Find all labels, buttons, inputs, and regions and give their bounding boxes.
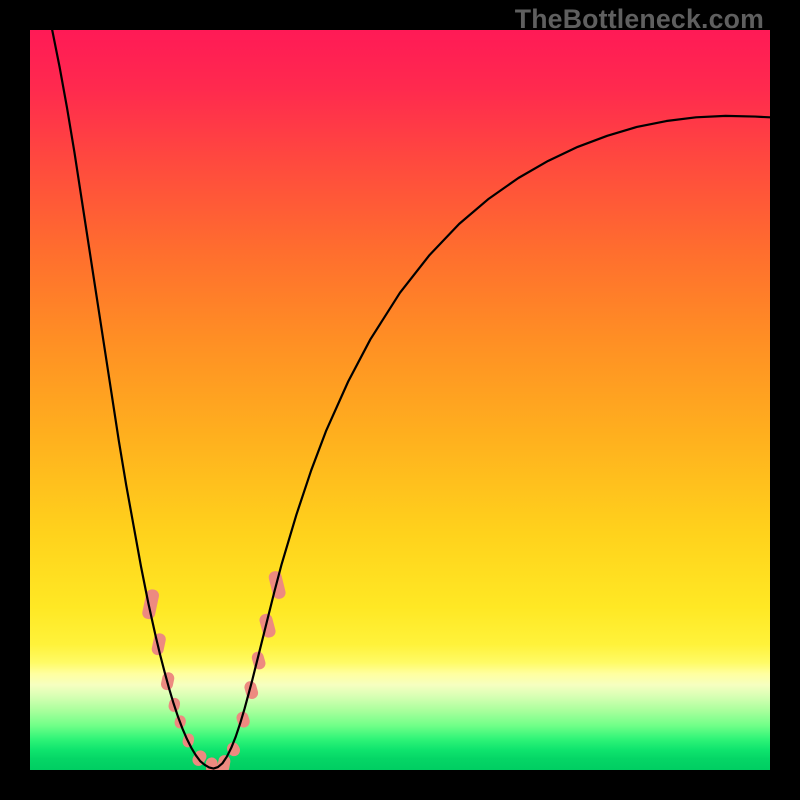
bottleneck-curve: [52, 30, 770, 769]
watermark-text: TheBottleneck.com: [515, 4, 764, 35]
plot-area: [30, 30, 770, 770]
chart-svg: [30, 30, 770, 770]
